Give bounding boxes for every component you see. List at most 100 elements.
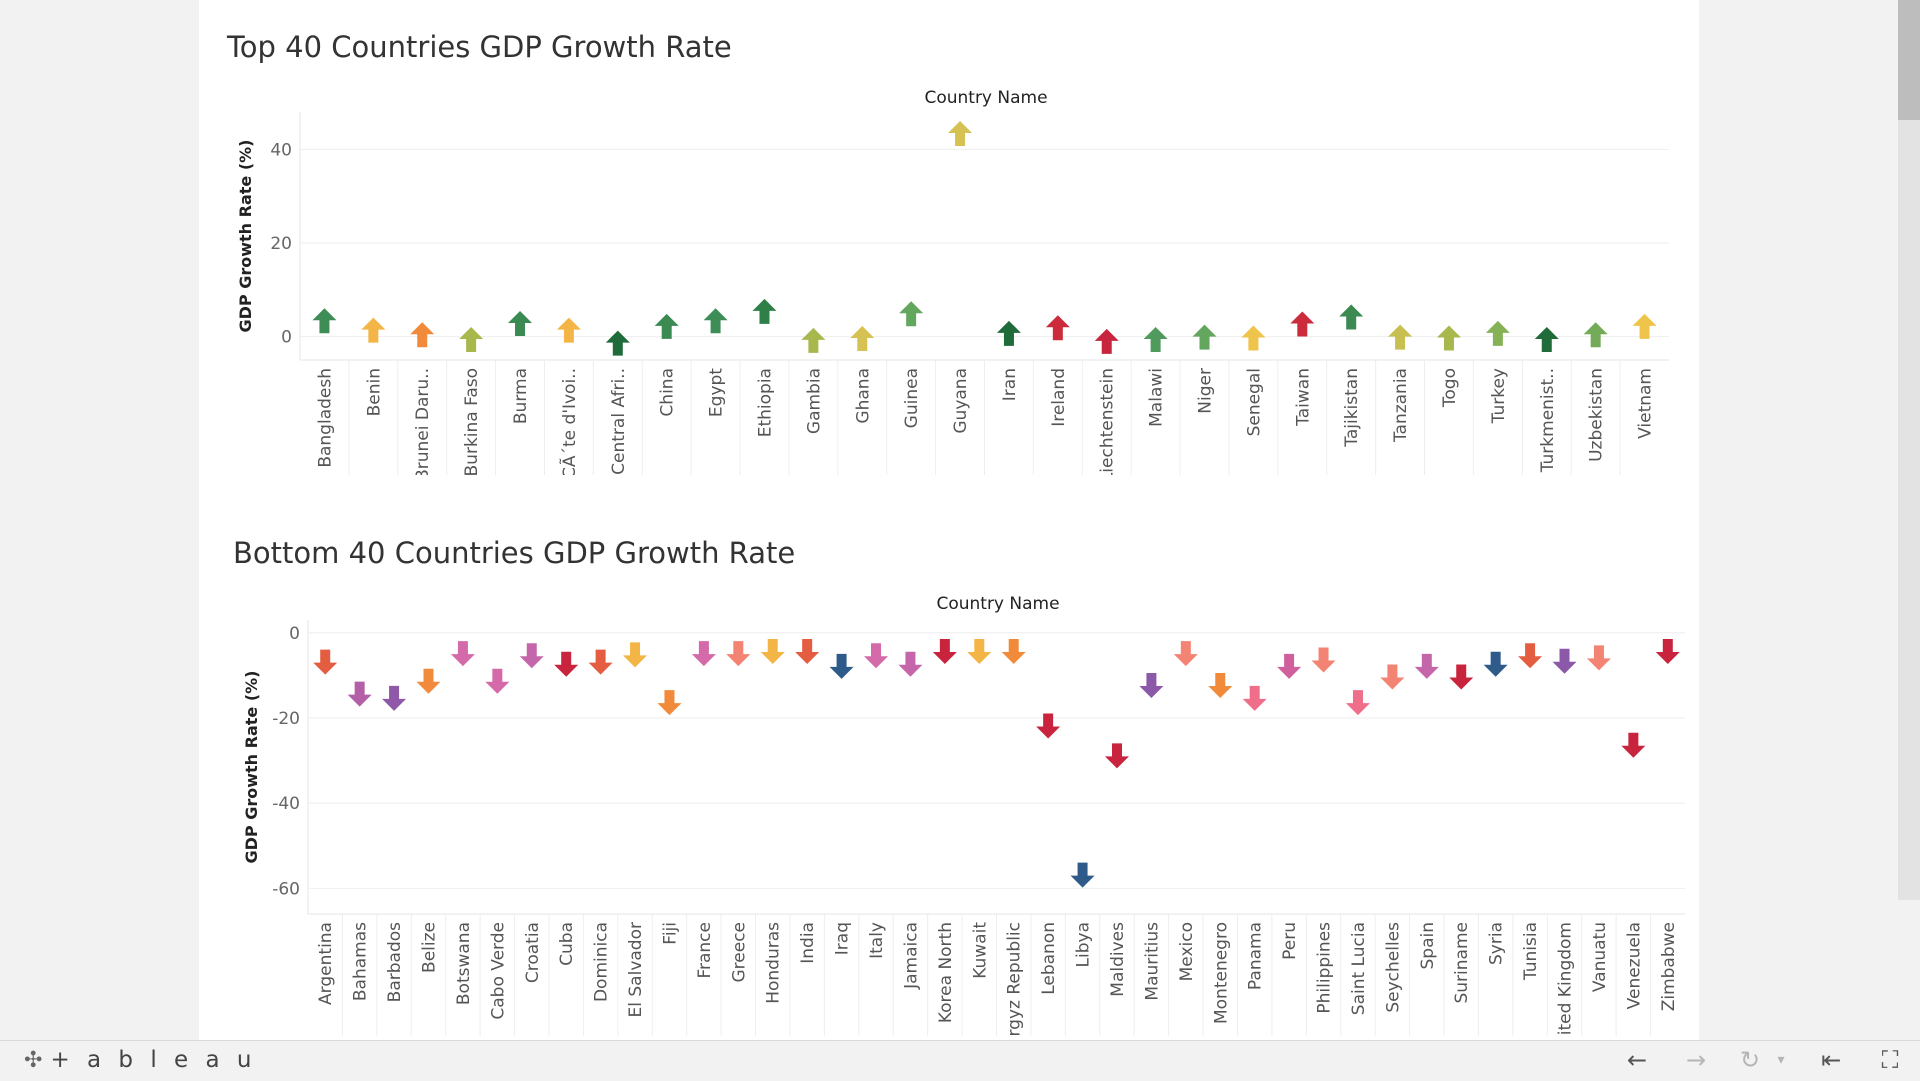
x-tick-label: Greece bbox=[729, 922, 749, 983]
tableau-toolbar bbox=[0, 1040, 1920, 1081]
vertical-scrollbar[interactable] bbox=[1898, 0, 1920, 900]
data-arrow bbox=[1139, 673, 1164, 699]
data-arrow bbox=[1552, 648, 1577, 674]
y-axis-title: GDP Growth Rate (%) bbox=[242, 671, 261, 864]
x-tick-label: Egypt bbox=[707, 368, 727, 417]
data-arrow bbox=[1208, 673, 1233, 699]
y-axis-title: GDP Growth Rate (%) bbox=[236, 140, 255, 333]
x-tick-labels: Argentina Bahamas Barbados Belize Botswana Ca… bbox=[316, 922, 1679, 1040]
data-arrow bbox=[623, 642, 648, 668]
tableau-logo[interactable]: ✣ + a b l e a u bbox=[24, 1045, 256, 1075]
data-arrow bbox=[657, 690, 682, 716]
x-tick-label: Tanzania bbox=[1391, 368, 1411, 443]
data-arrow bbox=[313, 649, 338, 675]
caret-down-icon: ▾ bbox=[1777, 1052, 1785, 1068]
x-tick-label: Peru bbox=[1280, 922, 1300, 960]
data-arrow bbox=[508, 311, 533, 337]
x-tick-label: Spain bbox=[1418, 922, 1438, 970]
x-tick-label: Kuwait bbox=[970, 922, 990, 979]
x-tick-label: Philippines bbox=[1315, 922, 1335, 1014]
reset-button[interactable]: ⇤ bbox=[1814, 1045, 1848, 1075]
bottom-chart-title: Bottom 40 Countries GDP Growth Rate bbox=[233, 536, 796, 570]
x-tick-label: Togo bbox=[1440, 368, 1460, 408]
x-tick-label: France bbox=[695, 922, 715, 979]
data-arrow bbox=[1241, 325, 1266, 351]
x-tick-label: Mexico bbox=[1177, 922, 1197, 981]
x-tick-label: Tajikistan bbox=[1342, 368, 1362, 448]
data-arrow bbox=[1436, 325, 1461, 351]
data-arrow bbox=[1290, 311, 1315, 337]
revert-dropdown[interactable]: ▾ bbox=[1772, 1045, 1790, 1075]
undo-button[interactable]: ← bbox=[1620, 1045, 1654, 1075]
data-arrow bbox=[554, 651, 579, 677]
x-tick-label: Kyrgyz Republic bbox=[1005, 922, 1025, 1040]
data-arrow bbox=[1621, 732, 1646, 758]
x-tick-label: Gambia bbox=[804, 368, 824, 434]
arrow-left-icon: ← bbox=[1626, 1046, 1648, 1074]
x-tick-label: Belize bbox=[419, 922, 439, 973]
data-arrow bbox=[416, 668, 441, 694]
bottom-chart-column-header: Country Name bbox=[936, 594, 1060, 614]
data-arrow bbox=[1449, 664, 1474, 690]
x-tick-label: Burkina Faso bbox=[462, 368, 482, 476]
data-arrow bbox=[932, 638, 957, 664]
data-arrow bbox=[1414, 653, 1439, 679]
y-tick-label: 40 bbox=[270, 140, 292, 160]
data-arrow bbox=[1192, 324, 1217, 350]
y-tick-label: -60 bbox=[272, 879, 300, 899]
x-tick-label: China bbox=[658, 368, 678, 417]
x-tick-label: Cabo Verde bbox=[488, 922, 508, 1020]
y-tick-label: -20 bbox=[272, 709, 300, 729]
x-tick-label: Suriname bbox=[1452, 922, 1472, 1004]
data-arrow bbox=[410, 322, 435, 348]
data-arrow bbox=[556, 317, 581, 343]
data-arrow bbox=[519, 643, 544, 669]
data-arrow bbox=[485, 668, 510, 694]
data-arrow bbox=[899, 301, 924, 327]
tableau-cross-icon: ✣ bbox=[24, 1047, 43, 1073]
data-arrow bbox=[1380, 664, 1405, 690]
x-tick-label: Lebanon bbox=[1039, 922, 1059, 995]
fullscreen-button[interactable]: ⛶ bbox=[1873, 1045, 1907, 1075]
data-arrow bbox=[760, 638, 785, 664]
x-tick-label: Cuba bbox=[557, 922, 577, 966]
x-tick-label: Vietnam bbox=[1636, 368, 1656, 439]
x-tick-label: Dominica bbox=[592, 922, 612, 1002]
data-arrow bbox=[361, 317, 386, 343]
data-arrow bbox=[948, 121, 973, 147]
x-tick-label: El Salvador bbox=[626, 922, 646, 1017]
x-tick-label: Bahamas bbox=[351, 922, 371, 1001]
top-chart-title: Top 40 Countries GDP Growth Rate bbox=[227, 30, 732, 64]
data-arrow bbox=[1311, 647, 1336, 673]
x-tick-label: Ghana bbox=[853, 368, 873, 424]
data-arrow bbox=[1045, 315, 1070, 341]
data-arrow bbox=[654, 313, 679, 339]
data-arrow bbox=[691, 641, 716, 667]
x-tick-label: Ireland bbox=[1049, 368, 1069, 427]
x-tick-label: Venezuela bbox=[1624, 922, 1644, 1009]
x-tick-label: Fiji bbox=[660, 922, 680, 945]
x-tick-label: Honduras bbox=[764, 922, 784, 1004]
x-tick-label: Seychelles bbox=[1383, 922, 1403, 1013]
bottom-chart-plot: 0 -20 -40 -60 GDP Growth Rate (%) Argentina Ba… bbox=[242, 620, 1685, 1040]
x-tick-label: United Kingdom bbox=[1556, 922, 1576, 1040]
data-arrow bbox=[752, 298, 777, 324]
revert-button[interactable]: ↻ bbox=[1733, 1045, 1767, 1075]
x-tick-label: Guinea bbox=[902, 368, 922, 428]
data-arrow bbox=[1242, 685, 1267, 711]
data-arrow bbox=[459, 326, 484, 352]
y-tick-label: 0 bbox=[289, 624, 300, 644]
data-arrow bbox=[1339, 304, 1364, 330]
reset-to-start-icon: ⇤ bbox=[1820, 1046, 1842, 1074]
x-tick-label: Central Afri.. bbox=[609, 368, 629, 475]
redo-button[interactable]: → bbox=[1679, 1045, 1713, 1075]
scrollbar-thumb[interactable] bbox=[1898, 0, 1920, 120]
x-tick-label: Burma bbox=[511, 368, 531, 424]
y-tick-label: 0 bbox=[281, 328, 292, 348]
x-tick-label: Barbados bbox=[385, 922, 405, 1002]
x-tick-label: Croatia bbox=[523, 922, 543, 983]
x-tick-label: Maldives bbox=[1108, 922, 1128, 997]
x-tick-label: Montenegro bbox=[1211, 922, 1231, 1024]
data-arrow bbox=[726, 641, 751, 667]
data-arrow bbox=[1485, 320, 1510, 346]
